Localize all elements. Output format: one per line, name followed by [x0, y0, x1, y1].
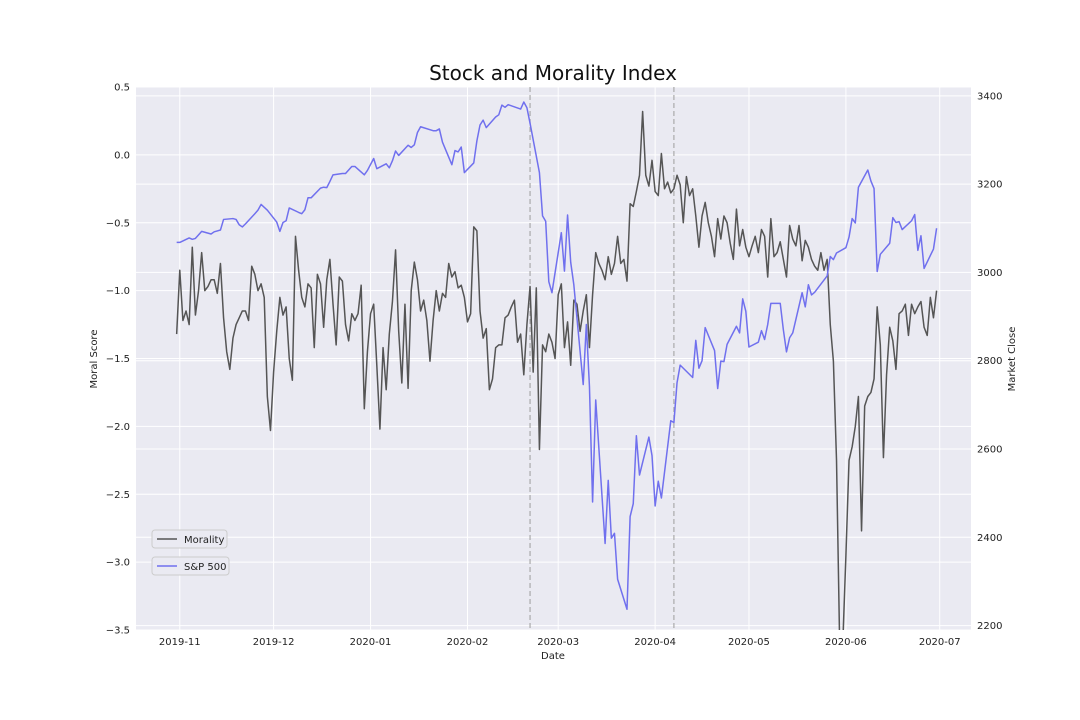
grid — [136, 86, 971, 631]
right-tick-label: 3000 — [977, 268, 1002, 279]
right-tick-label: 2400 — [977, 533, 1002, 544]
x-tick-label: 2020-04 — [634, 637, 676, 648]
x-tick-label: 2020-06 — [825, 637, 867, 648]
right-tick-label: 3200 — [977, 180, 1002, 191]
right-tick-label: 2200 — [977, 621, 1002, 632]
legend-box-sp500 — [151, 556, 230, 576]
chart-title: Stock and Morality Index — [429, 61, 677, 85]
left-tick-label: −0.5 — [106, 218, 130, 229]
event-lines — [529, 87, 675, 630]
right-axis-ticks: 3400 3200 3000 2800 2600 2400 2200 — [977, 91, 1002, 632]
right-tick-label: 3400 — [977, 91, 1002, 102]
x-tick-label: 2020-02 — [447, 637, 489, 648]
sp500-series-line — [176, 101, 938, 610]
x-axis-label: Date — [541, 651, 565, 662]
x-tick-label: 2020-05 — [728, 637, 770, 648]
left-axis-ticks: 0.5 0.0 −0.5 −1.0 −1.5 −2.0 −2.5 −3.0 −3.5 — [106, 83, 130, 637]
morality-series-line — [175, 110, 938, 630]
x-tick-label: 2019-11 — [159, 637, 201, 648]
right-tick-label: 2600 — [977, 445, 1002, 456]
left-tick-label: −2.0 — [106, 422, 130, 433]
legend-morality: Morality — [151, 529, 228, 549]
x-axis-ticks: 2019-11 2019-12 2020-01 2020-02 2020-03 2020-… — [159, 637, 961, 648]
right-axis-label: Market Close — [1007, 327, 1018, 392]
right-tick-label: 2800 — [977, 356, 1002, 367]
series-layer — [175, 101, 938, 630]
left-tick-label: −2.5 — [106, 490, 130, 501]
left-tick-label: 0.0 — [114, 150, 130, 161]
x-tick-label: 2020-07 — [919, 637, 961, 648]
left-axis-label: Moral Score — [89, 330, 100, 389]
x-tick-label: 2020-03 — [537, 637, 579, 648]
legend-label-morality: Morality — [184, 535, 224, 546]
left-tick-label: −3.5 — [106, 626, 130, 637]
left-tick-label: −1.0 — [106, 286, 130, 297]
legend-sp500: S&P 500 — [151, 556, 230, 576]
legend-label-sp500: S&P 500 — [184, 562, 226, 573]
x-tick-label: 2019-12 — [253, 637, 295, 648]
left-tick-label: −3.0 — [106, 558, 130, 569]
left-tick-label: −1.5 — [106, 354, 130, 365]
x-tick-label: 2020-01 — [350, 637, 392, 648]
legend-box-morality — [151, 529, 228, 549]
left-tick-label: 0.5 — [114, 83, 130, 94]
